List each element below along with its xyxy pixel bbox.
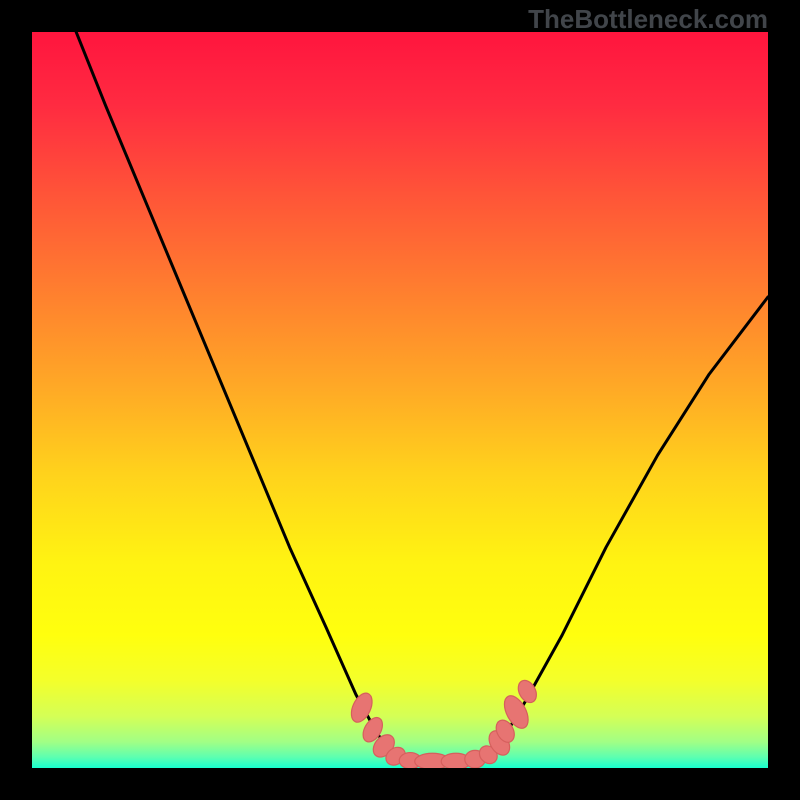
plot-area [32, 32, 768, 768]
gradient-background [32, 32, 768, 768]
plot-svg [32, 32, 768, 768]
watermark-text: TheBottleneck.com [528, 4, 768, 35]
